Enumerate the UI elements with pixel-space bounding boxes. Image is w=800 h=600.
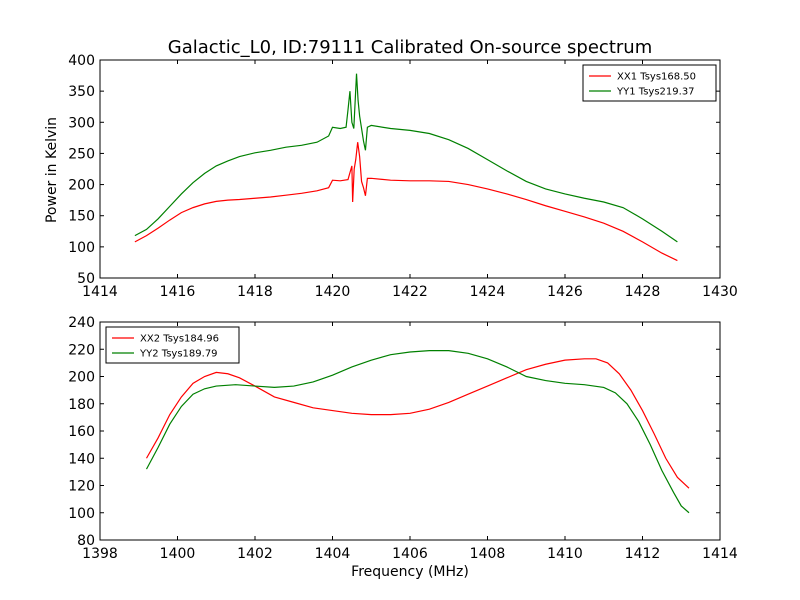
x-tick-label: 1414 [82, 284, 118, 300]
x-tick-label: 1412 [625, 546, 661, 562]
y-tick-label: 100 [68, 506, 95, 522]
series-line-1 [134, 142, 678, 262]
x-tick-label: 1426 [547, 284, 583, 300]
legend-entry: XX1 Tsys168.50 [617, 72, 696, 83]
legend-box [105, 326, 240, 364]
y-tick-label: 250 [68, 146, 95, 162]
y-tick-label: 50 [77, 271, 95, 287]
y-tick-label: 200 [68, 370, 95, 386]
series-line-1 [145, 358, 690, 489]
y-tick-label: 140 [68, 451, 95, 467]
y-tick-label: 120 [68, 479, 95, 495]
legend-entry: XX2 Tsys184.96 [140, 334, 219, 345]
x-tick-label: 1410 [547, 546, 583, 562]
x-axis-label: Frequency (MHz) [351, 564, 469, 580]
x-tick-label: 1422 [392, 284, 428, 300]
y-tick-label: 240 [68, 315, 95, 331]
x-tick-label: 1398 [82, 546, 118, 562]
x-tick-label: 1400 [160, 546, 196, 562]
y-tick-label: 150 [68, 209, 95, 225]
y-tick-label: 350 [68, 84, 95, 100]
series-line-2 [134, 73, 678, 243]
legend-box [582, 64, 717, 102]
y-tick-label: 220 [68, 342, 95, 358]
y-tick-label: 100 [68, 240, 95, 256]
legend: XX2 Tsys184.96 YY2 Tsys189.79 [105, 326, 240, 364]
top-plot-area: 1414 1416 1418 1420 1422 1424 1426 1428 1430 50 10… [68, 53, 738, 300]
x-tick-label: 1430 [702, 284, 738, 300]
y-tick-label: 400 [68, 53, 95, 69]
x-tick-label: 1418 [237, 284, 273, 300]
y-tick-label: 300 [68, 115, 95, 131]
legend-entry: YY1 Tsys219.37 [616, 87, 695, 98]
x-tick-label: 1416 [160, 284, 196, 300]
x-tick-label: 1414 [702, 546, 738, 562]
chart-title: Galactic_L0, ID:79111 Calibrated On-sour… [168, 37, 652, 58]
legend-entry: YY2 Tsys189.79 [139, 349, 218, 360]
bottom-panel: Frequency (MHz) 1398 1400 1402 1404 1406 1408… [68, 315, 738, 580]
y-axis-label: Power in Kelvin [44, 117, 60, 223]
series-line-2 [145, 350, 690, 514]
x-tick-label: 1428 [625, 284, 661, 300]
y-tick-label: 80 [77, 533, 95, 549]
x-tick-label: 1402 [237, 546, 273, 562]
x-tick-label: 1406 [392, 546, 428, 562]
x-tick-label: 1408 [470, 546, 506, 562]
y-tick-label: 180 [68, 397, 95, 413]
bottom-plot-area: 1398 1400 1402 1404 1406 1408 1410 1412 1414 80 10… [68, 315, 738, 562]
x-tick-label: 1420 [315, 284, 351, 300]
top-panel: Galactic_L0, ID:79111 Calibrated On-sour… [44, 37, 738, 300]
y-tick-label: 200 [68, 178, 95, 194]
x-tick-label: 1424 [470, 284, 506, 300]
x-tick-label: 1404 [315, 546, 351, 562]
legend: XX1 Tsys168.50 YY1 Tsys219.37 [582, 64, 717, 102]
y-tick-label: 160 [68, 424, 95, 440]
